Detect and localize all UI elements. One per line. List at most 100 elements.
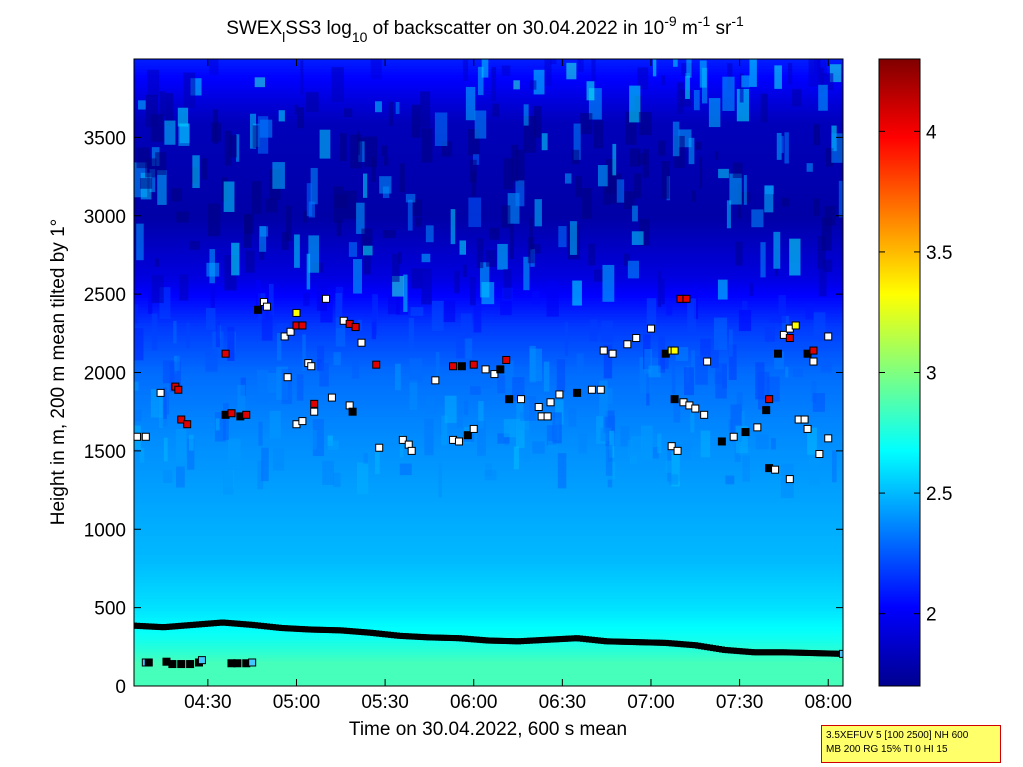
x-tick-label: 07:30 xyxy=(716,692,764,713)
field-patch xyxy=(472,154,480,165)
field-patch xyxy=(547,441,558,452)
cloud-marker xyxy=(753,423,762,432)
field-patch xyxy=(175,428,187,464)
field-patch xyxy=(416,217,422,227)
field-patch xyxy=(134,409,142,422)
field-patch xyxy=(163,387,167,419)
field-band xyxy=(134,312,843,317)
field-patch xyxy=(556,359,566,392)
field-patch xyxy=(682,442,691,460)
field-patch xyxy=(464,338,473,359)
field-patch xyxy=(708,98,721,128)
field-patch xyxy=(296,107,304,129)
title-text3: sr xyxy=(710,18,732,39)
field-patch xyxy=(673,400,681,423)
field-patch xyxy=(471,171,477,197)
field-band xyxy=(134,165,843,170)
field-patch xyxy=(674,135,685,169)
field-patch xyxy=(374,449,380,475)
field-band xyxy=(134,90,843,95)
field-patch xyxy=(776,132,782,160)
field-patch xyxy=(516,149,525,187)
field-patch xyxy=(370,156,376,182)
field-patch xyxy=(568,407,577,427)
field-band xyxy=(134,667,843,671)
cloud-marker xyxy=(667,442,676,451)
field-patch xyxy=(781,315,789,337)
field-patch xyxy=(805,303,814,320)
field-patch xyxy=(818,267,827,297)
field-patch xyxy=(665,460,672,473)
field-patch xyxy=(178,123,190,146)
field-patch xyxy=(176,211,189,223)
field-patch xyxy=(825,147,834,167)
field-patch xyxy=(749,282,754,297)
field-patch xyxy=(190,78,202,96)
field-patch xyxy=(407,199,413,231)
field-patch xyxy=(459,240,466,255)
field-patch xyxy=(381,145,388,157)
field-patch xyxy=(502,287,514,305)
field-patch xyxy=(764,185,774,213)
field-patch xyxy=(612,143,617,176)
field-patch xyxy=(382,230,396,239)
field-band xyxy=(134,576,843,581)
field-band xyxy=(134,651,843,656)
cloud-marker xyxy=(280,332,289,341)
cloud-marker xyxy=(608,349,617,358)
field-patch xyxy=(764,327,775,342)
title-sup2: -1 xyxy=(698,13,711,29)
field-patch xyxy=(410,307,424,316)
field-band xyxy=(134,149,843,154)
field-band xyxy=(134,447,843,452)
field-patch xyxy=(444,395,457,424)
field-patch xyxy=(245,250,255,273)
field-patch xyxy=(503,158,513,190)
field-patch xyxy=(163,469,173,483)
field-patch xyxy=(441,140,453,157)
field-patch xyxy=(443,300,456,323)
field-patch xyxy=(424,418,434,456)
cloud-marker xyxy=(221,349,230,358)
field-patch xyxy=(601,320,614,343)
colorbar-tick-label: 3.5 xyxy=(926,243,952,264)
field-patch xyxy=(638,112,652,136)
field-patch xyxy=(739,73,744,103)
field-band xyxy=(134,316,843,320)
field-patch xyxy=(571,149,580,165)
field-band xyxy=(134,231,843,236)
cloud-marker xyxy=(227,409,236,418)
cloud-marker xyxy=(134,432,141,441)
field-patch xyxy=(824,205,836,226)
field-patch xyxy=(594,269,604,282)
field-band xyxy=(134,676,843,681)
cloud-marker xyxy=(156,388,165,397)
field-band xyxy=(134,582,843,587)
y-axis-ticks: 0 500 1000 1500 2000 2500 3000 3500 xyxy=(84,128,843,698)
field-patch xyxy=(147,286,153,315)
field-patch xyxy=(438,463,442,498)
field-patch xyxy=(541,133,548,151)
field-patch xyxy=(507,193,520,224)
field-band xyxy=(134,137,843,142)
y-tick-label: 2500 xyxy=(84,285,126,306)
info-line-2: MB 200 RG 15% TI 0 HI 15 xyxy=(826,744,948,755)
field-patch xyxy=(317,345,325,371)
field-patch xyxy=(812,393,825,412)
field-patch xyxy=(327,440,339,450)
field-patch xyxy=(713,317,727,350)
field-band xyxy=(134,215,843,220)
field-patch xyxy=(730,404,742,442)
field-patch xyxy=(632,205,638,222)
field-patch xyxy=(312,419,325,457)
y-tick-label: 1000 xyxy=(84,520,126,541)
field-band xyxy=(134,237,843,242)
field-band xyxy=(134,84,843,88)
field-patch xyxy=(258,421,263,446)
field-patch xyxy=(558,226,567,248)
field-patch xyxy=(652,59,657,77)
field-patch xyxy=(629,148,641,167)
field-band xyxy=(134,673,843,678)
field-patch xyxy=(134,328,144,361)
x-tick-label: 06:30 xyxy=(539,692,587,713)
